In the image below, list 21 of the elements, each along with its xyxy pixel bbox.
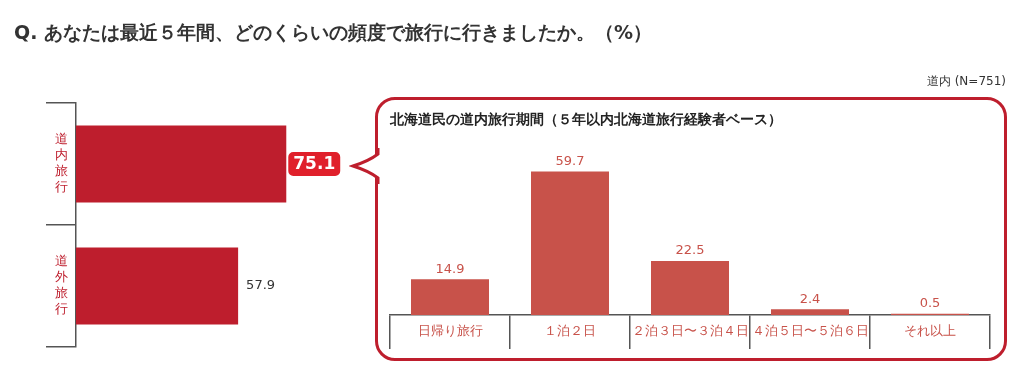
bar — [531, 171, 609, 315]
text: Q. あなたは最近５年間、どのくらいの頻度で旅行に行きましたか。（%） — [14, 20, 653, 45]
x-tick-label: それ以上 — [904, 323, 956, 339]
data-label: 22.5 — [675, 242, 705, 258]
data-label: 0.5 — [919, 295, 941, 311]
y-tick-label: 道外旅行 — [54, 253, 68, 317]
data-label: 14.9 — [435, 260, 465, 276]
data-label: 59.7 — [555, 152, 585, 168]
bar — [411, 279, 489, 315]
data-label: 2.4 — [799, 290, 821, 306]
x-tick-label: 日帰り旅行 — [417, 323, 483, 339]
x-tick-label: ４泊５日〜５泊６日 — [751, 323, 869, 339]
x-tick-label: ２泊３日〜３泊４日 — [631, 323, 749, 339]
data-label: 57.9 — [246, 277, 276, 293]
text: 道内 (N=751) — [926, 73, 1006, 90]
bar — [771, 309, 849, 315]
chart-title: 北海道民の道内旅行期間（５年以内北海道旅行経験者ベース） — [389, 111, 782, 128]
x-tick-label: １泊２日 — [544, 323, 596, 339]
bar — [651, 260, 729, 315]
y-tick-label: 道内旅行 — [54, 131, 68, 195]
data-label: 75.1 — [293, 153, 336, 174]
